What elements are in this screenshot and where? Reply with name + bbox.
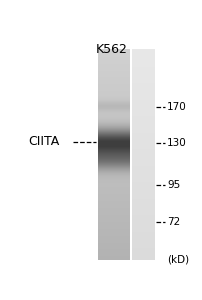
Text: 130: 130 [166,138,186,148]
Text: CIITA: CIITA [28,136,59,148]
Text: K562: K562 [96,43,127,56]
Text: 72: 72 [166,217,179,227]
Text: 170: 170 [166,102,186,112]
Text: (kD): (kD) [166,255,188,265]
Text: 95: 95 [166,180,179,190]
